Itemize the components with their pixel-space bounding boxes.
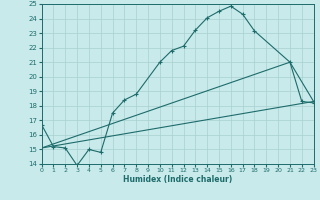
X-axis label: Humidex (Indice chaleur): Humidex (Indice chaleur): [123, 175, 232, 184]
